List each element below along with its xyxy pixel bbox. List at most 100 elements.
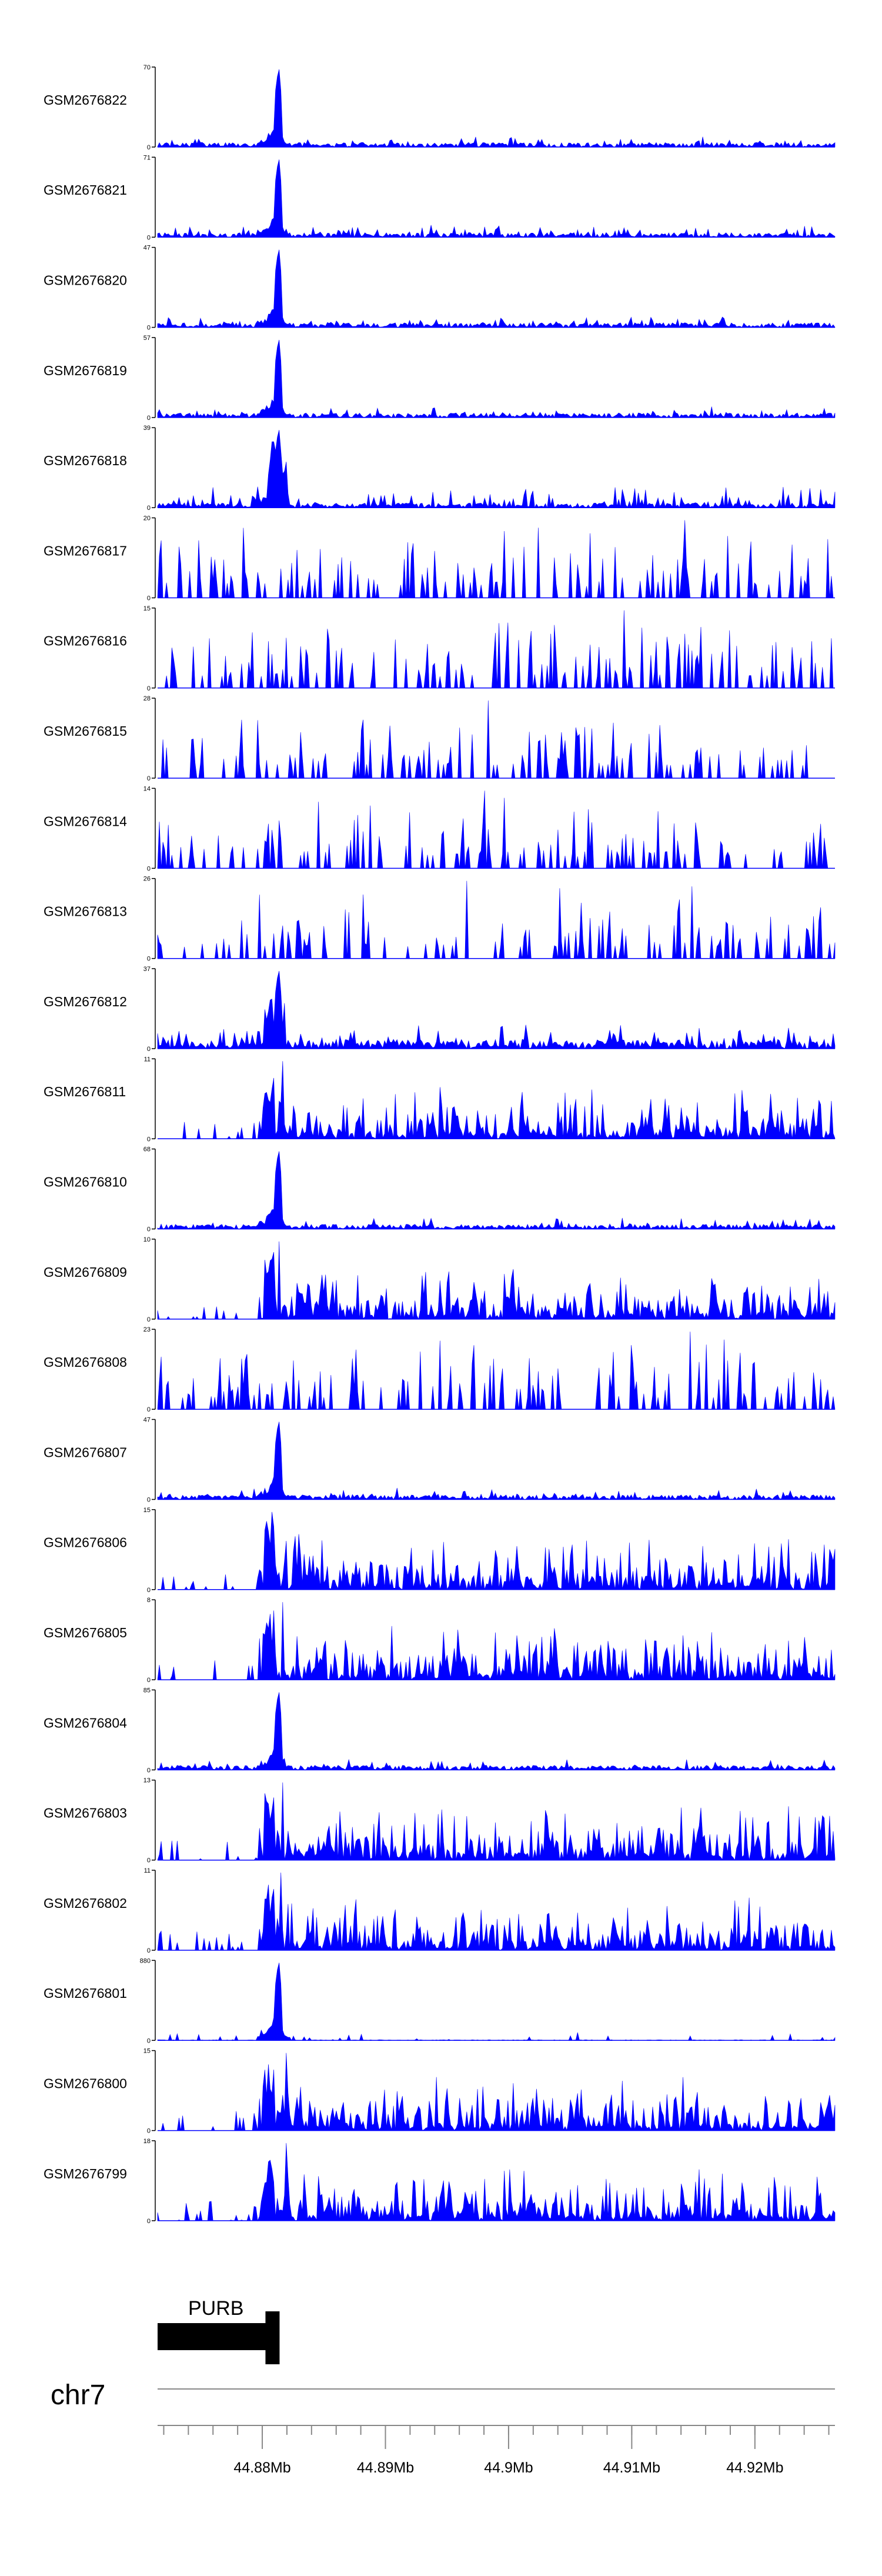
y-axis-max-label: 10 (143, 1236, 151, 1243)
coverage-area (157, 1963, 836, 2041)
track-label: GSM2676820 (44, 273, 127, 288)
y-axis-min-label: 0 (147, 1947, 151, 1954)
track-GSM2676801: GSM2676801 880 0 (44, 1957, 836, 2044)
y-axis-min-label: 0 (147, 1767, 151, 1774)
y-axis-max-label: 13 (143, 1777, 151, 1784)
track-GSM2676807: GSM2676807 47 0 (44, 1417, 836, 1504)
track-GSM2676799: GSM2676799 18 0 (44, 2138, 836, 2225)
track-GSM2676811: GSM2676811 11 0 (44, 1056, 836, 1143)
y-axis-min-label: 0 (147, 2218, 151, 2225)
coverage-area (157, 1602, 836, 1681)
genomic-axis: 44.88Mb 44.89Mb 44.9Mb 44.91Mb 44.92Mb (158, 2425, 835, 2476)
coverage-area (157, 339, 836, 418)
y-axis-max-label: 15 (143, 1507, 151, 1514)
track-GSM2676816: GSM2676816 15 0 (44, 605, 835, 692)
y-axis-max-label: 880 (140, 1957, 151, 1964)
x-axis-tick-label: 44.92Mb (726, 2460, 783, 2476)
gene-body (158, 2323, 267, 2350)
track-label: GSM2676821 (44, 182, 127, 198)
coverage-area (158, 2053, 836, 2131)
track-GSM2676802: GSM2676802 11 0 (44, 1867, 836, 1954)
y-axis-min-label: 0 (147, 775, 151, 782)
track-GSM2676810: GSM2676810 68 0 (44, 1146, 836, 1233)
y-axis-min-label: 0 (147, 2037, 151, 2044)
coverage-area (157, 970, 836, 1050)
track-GSM2676819: GSM2676819 57 0 (44, 335, 836, 422)
gene-track: PURB (158, 2297, 280, 2364)
track-label: GSM2676811 (44, 1084, 126, 1099)
y-axis-max-label: 11 (144, 1867, 151, 1874)
y-axis-max-label: 37 (143, 966, 151, 973)
track-label: GSM2676815 (44, 723, 127, 739)
coverage-area (157, 1151, 836, 1230)
track-GSM2676820: GSM2676820 47 0 (44, 245, 836, 332)
y-axis-max-label: 15 (143, 605, 151, 612)
y-axis-max-label: 47 (143, 1417, 151, 1424)
x-axis-tick-label: 44.89Mb (357, 2460, 414, 2476)
y-axis-min-label: 0 (147, 1497, 151, 1504)
track-label: GSM2676813 (44, 904, 127, 919)
track-label: GSM2676814 (44, 813, 127, 829)
track-GSM2676808: GSM2676808 23 0 (44, 1326, 836, 1413)
y-axis-max-label: 11 (144, 1056, 151, 1063)
y-axis-min-label: 0 (147, 1226, 151, 1233)
track-label: GSM2676808 (44, 1354, 127, 1370)
y-axis-max-label: 85 (143, 1687, 151, 1694)
coverage-area (158, 700, 835, 779)
y-axis-min-label: 0 (147, 956, 151, 963)
track-label: GSM2676819 (44, 363, 127, 378)
y-axis-min-label: 0 (147, 505, 151, 512)
y-axis-min-label: 0 (147, 2128, 151, 2135)
y-axis-max-label: 15 (143, 2048, 151, 2055)
y-axis-max-label: 26 (143, 876, 151, 883)
track-label: GSM2676817 (44, 543, 127, 558)
y-axis-min-label: 0 (147, 1587, 151, 1594)
track-label: GSM2676812 (44, 994, 127, 1009)
coverage-area (157, 1241, 836, 1320)
y-axis-max-label: 68 (143, 1146, 151, 1153)
coverage-area (157, 249, 836, 328)
y-axis-min-label: 0 (147, 865, 151, 872)
coverage-area (157, 1872, 836, 1951)
y-axis-min-label: 0 (147, 1316, 151, 1323)
coverage-area (157, 880, 836, 959)
coverage-area (157, 790, 835, 869)
y-axis-min-label: 0 (147, 325, 151, 332)
track-label: GSM2676822 (44, 92, 127, 108)
track-GSM2676821: GSM2676821 71 0 (44, 154, 836, 241)
gene-label: PURB (188, 2297, 243, 2320)
track-label: GSM2676809 (44, 1264, 127, 1280)
track-GSM2676813: GSM2676813 26 0 (44, 876, 836, 963)
y-axis-max-label: 70 (143, 64, 151, 71)
coverage-area (158, 1511, 836, 1590)
y-axis-max-label: 39 (143, 425, 151, 432)
track-GSM2676804: GSM2676804 85 0 (44, 1687, 836, 1774)
track-GSM2676800: GSM2676800 15 0 (44, 2048, 836, 2135)
y-axis-max-label: 14 (143, 785, 151, 792)
y-axis-max-label: 18 (143, 2138, 151, 2145)
y-axis-min-label: 0 (147, 685, 151, 692)
x-axis-tick-label: 44.91Mb (603, 2460, 660, 2476)
track-GSM2676822: GSM2676822 70 0 (44, 64, 836, 151)
track-GSM2676817: GSM2676817 20 0 (44, 515, 835, 602)
x-axis-tick-label: 44.88Mb (233, 2460, 290, 2476)
track-GSM2676818: GSM2676818 39 0 (44, 425, 836, 512)
coverage-area (157, 1782, 836, 1861)
y-axis-max-label: 28 (143, 695, 151, 702)
x-axis-tick-label: 44.9Mb (484, 2460, 533, 2476)
track-GSM2676809: GSM2676809 10 0 (44, 1236, 836, 1323)
y-axis-max-label: 20 (143, 515, 151, 522)
coverage-area (157, 1332, 836, 1410)
coverage-area (157, 69, 836, 148)
coverage-area (158, 1061, 836, 1139)
y-axis-max-label: 47 (143, 245, 151, 252)
track-label: GSM2676806 (44, 1535, 127, 1550)
y-axis-max-label: 23 (143, 1326, 151, 1333)
y-axis-max-label: 71 (143, 154, 151, 161)
y-axis-max-label: 8 (147, 1597, 151, 1604)
y-axis-min-label: 0 (147, 1406, 151, 1413)
track-GSM2676814: GSM2676814 14 0 (44, 785, 835, 872)
track-label: GSM2676818 (44, 453, 127, 468)
y-axis-max-label: 57 (143, 335, 151, 342)
